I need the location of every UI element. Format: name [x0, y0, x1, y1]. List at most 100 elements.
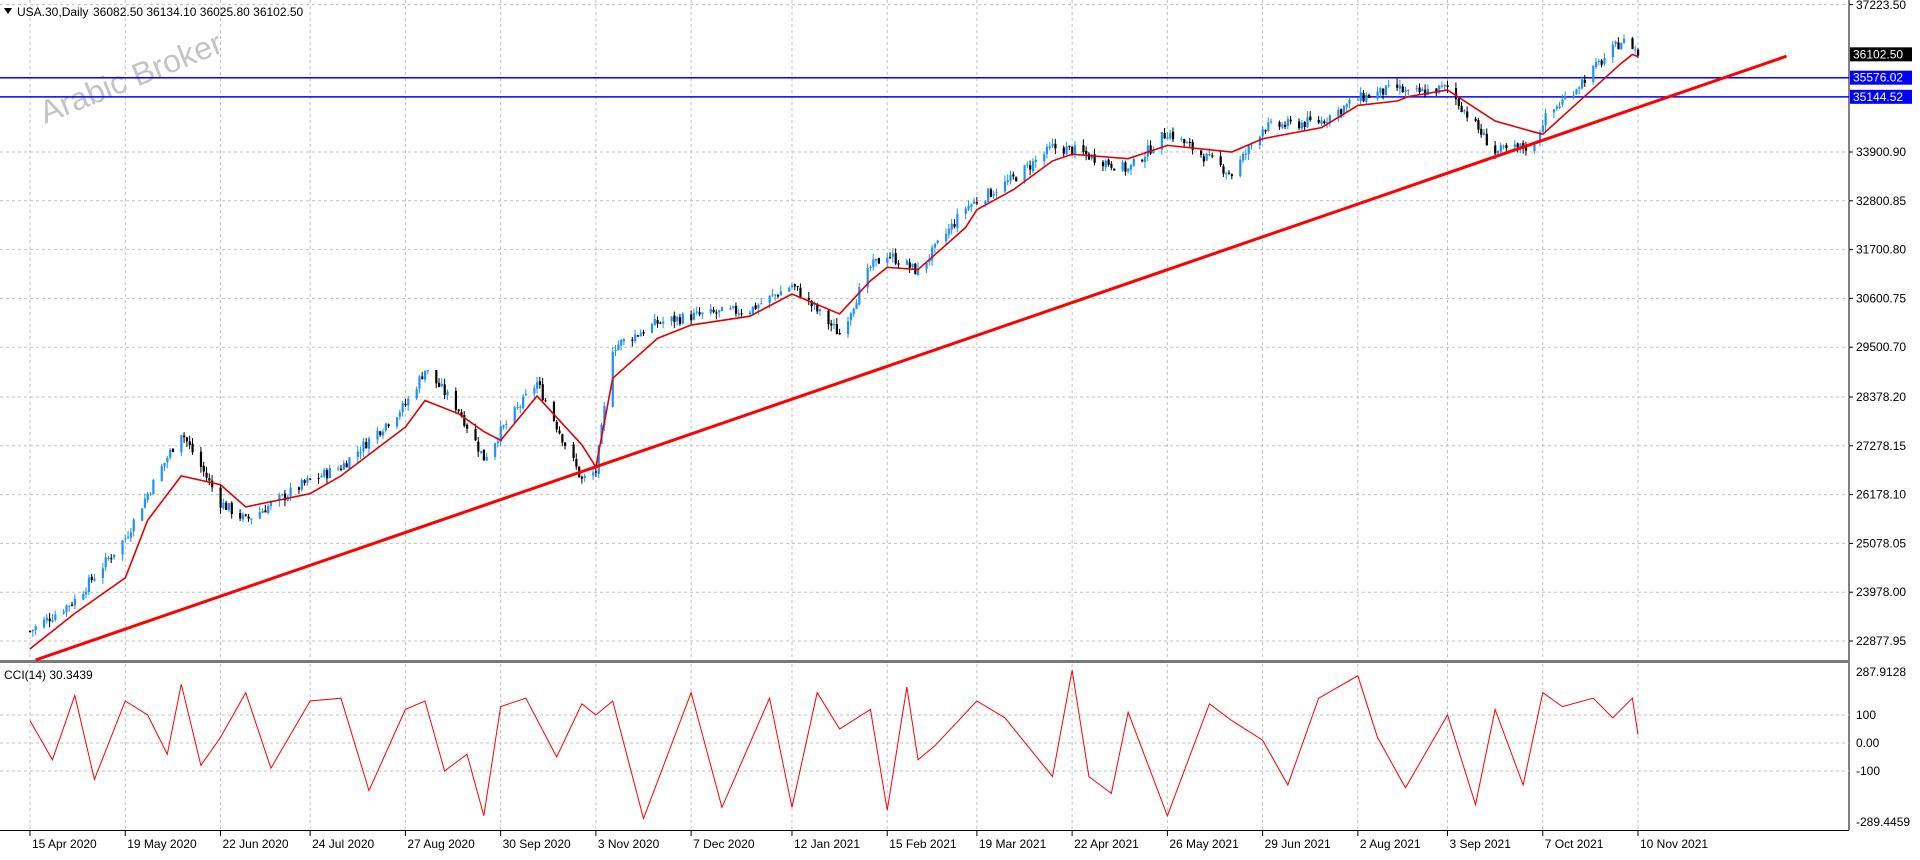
candle-body	[872, 259, 875, 268]
candle-body	[522, 396, 525, 408]
candle-body	[1258, 136, 1262, 146]
candle-body	[1340, 109, 1343, 115]
candle-body	[250, 518, 253, 520]
candle-body	[68, 605, 71, 607]
candle-body	[398, 412, 401, 417]
candle-body	[485, 456, 488, 461]
candle-body	[309, 478, 312, 480]
candle-body	[1169, 132, 1172, 139]
candle-body	[1342, 106, 1346, 114]
time-tick-label: 24 Jul 2020	[312, 837, 374, 851]
candle-body	[695, 311, 698, 313]
candle-body	[1320, 120, 1323, 124]
candle-body	[1180, 138, 1183, 140]
chart-ohlc: 36082.50 36134.10 36025.80 36102.50	[93, 5, 304, 19]
candle-body	[499, 426, 502, 442]
candle-body	[1230, 174, 1233, 177]
trendline	[35, 54, 1787, 662]
candle-body	[362, 441, 365, 452]
candle-body	[1443, 84, 1446, 87]
candle-body	[1561, 99, 1564, 105]
candle-body	[835, 324, 839, 335]
candle-body	[379, 431, 382, 435]
time-tick-label: 26 May 2021	[1169, 837, 1239, 851]
candle-body	[768, 295, 771, 303]
candle-body	[1594, 61, 1598, 68]
candle-body	[1454, 88, 1458, 100]
candle-body	[799, 287, 802, 298]
candle-body	[482, 449, 486, 461]
candle-body	[1219, 156, 1222, 166]
candle-body	[524, 393, 528, 396]
candle-body	[877, 258, 881, 264]
candle-body	[62, 611, 65, 614]
candle-body	[339, 468, 343, 470]
candle-body	[1188, 141, 1191, 143]
triangle-down-icon[interactable]	[4, 8, 12, 14]
candle-body	[54, 614, 57, 620]
candle-body	[303, 480, 306, 484]
candle-body	[987, 188, 990, 202]
candle-body	[1418, 87, 1421, 93]
candle-body	[1191, 141, 1194, 151]
candle-body	[1183, 139, 1186, 144]
candle-body	[185, 437, 189, 442]
candle-body	[905, 260, 909, 265]
candle-body	[219, 487, 222, 508]
time-tick-label: 30 Sep 2020	[503, 837, 571, 851]
candle-body	[1438, 85, 1441, 93]
candle-body	[1227, 172, 1231, 174]
time-tick-label: 22 Apr 2021	[1074, 837, 1139, 851]
candle-body	[1300, 122, 1304, 129]
candle-body	[1132, 158, 1135, 166]
candle-body	[283, 493, 287, 501]
candle-body	[1440, 85, 1444, 87]
candle-body	[1345, 103, 1348, 108]
time-axis: 15 Apr 2020 19 May 2020 22 Jun 2020 24 Jul …	[29, 830, 1708, 851]
candle-body	[1073, 145, 1077, 154]
candle-body	[1026, 164, 1029, 166]
candle-body	[1306, 117, 1309, 128]
candle-body	[931, 247, 934, 261]
candle-body	[1143, 157, 1147, 163]
candle-body	[1600, 60, 1603, 65]
candle-body	[152, 479, 155, 495]
candle-body	[1121, 162, 1124, 171]
candle-body	[1303, 121, 1306, 127]
time-tick-label: 12 Jan 2021	[794, 837, 860, 851]
candle-body	[1477, 119, 1480, 130]
candle-body	[1603, 58, 1606, 64]
candle-body	[1062, 147, 1065, 154]
candle-body	[241, 514, 245, 520]
candle-body	[141, 508, 144, 521]
price-tick-label: 33900.90	[1856, 145, 1906, 159]
time-tick-label: 2 Aug 2021	[1360, 837, 1421, 851]
candle-body	[73, 598, 77, 606]
candle-body	[852, 308, 855, 315]
candle-body	[171, 448, 175, 452]
candle-body	[849, 313, 853, 321]
moving-average	[29, 53, 1639, 650]
candle-body	[110, 558, 113, 560]
candle-body	[1496, 150, 1500, 154]
candle-body	[1622, 38, 1626, 43]
indicator-pane[interactable]	[0, 663, 1849, 830]
main-chart-pane[interactable]	[0, 0, 1849, 660]
candle-body	[617, 344, 620, 351]
candle-body	[426, 370, 429, 372]
candle-body	[1205, 153, 1208, 161]
candle-body	[101, 568, 105, 578]
candle-body	[87, 577, 91, 592]
cci-tick-label: 0.00	[1856, 736, 1880, 750]
candle-body	[810, 300, 813, 307]
candle-body	[1398, 85, 1402, 89]
candle-body	[634, 334, 637, 341]
candle-body	[945, 233, 948, 242]
price-label-text: 35144.52	[1853, 90, 1903, 104]
cci-tick-label: -100	[1856, 764, 1880, 778]
candle-body	[1068, 145, 1071, 147]
candle-body	[964, 208, 967, 215]
candle-body	[460, 412, 463, 417]
time-tick-label: 27 Aug 2020	[407, 837, 475, 851]
